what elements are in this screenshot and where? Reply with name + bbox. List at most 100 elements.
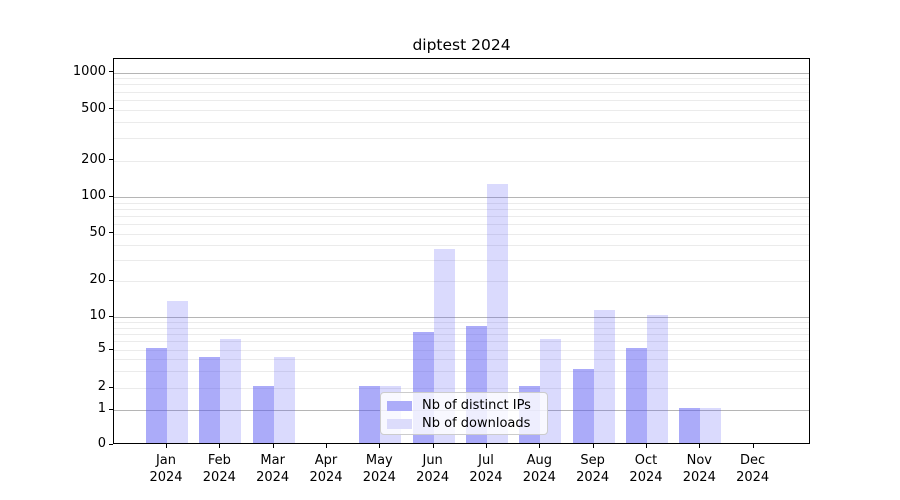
y-tick-mark [109,279,113,281]
gridline-minor [114,208,809,210]
x-tick-label-oct: Oct 2024 [614,452,678,486]
x-tick-year: 2024 [522,470,556,485]
gridline-minor [114,99,809,101]
x-tick-label-feb: Feb 2024 [187,452,251,486]
y-tick-label: 20 [89,272,106,287]
x-tick-year: 2024 [576,470,610,485]
gridline-minor [114,233,809,235]
bar-downloads-mar [273,357,295,443]
y-tick-mark [109,408,113,410]
legend-swatch-downloads [387,418,412,429]
y-tick-mark [109,386,113,388]
x-tick-mark [539,444,541,448]
x-tick-month: Mar [260,453,285,468]
gridline-minor [114,341,809,343]
bar-distinct-ips-feb [199,357,221,443]
gridline-minor [114,215,809,217]
bar-distinct-ips-mar [252,386,274,443]
bar-downloads-nov [700,408,722,443]
gridline-minor [114,322,809,324]
y-tick-label: 2 [97,379,106,394]
x-tick-mark [379,444,381,448]
gridline-major [114,317,809,318]
legend-item-distinct-ips: Nb of distinct IPs [387,397,541,414]
legend-label-downloads: Nb of downloads [422,416,531,431]
bar-distinct-ips-jan [146,348,167,443]
bar-distinct-ips-sep [572,369,594,443]
gridline-minor [114,137,809,139]
bar-distinct-ips-oct [625,348,647,443]
x-tick-mark [645,444,647,448]
x-tick-month: Sep [580,453,605,468]
gridline-minor [114,327,809,329]
y-tick-mark [109,159,113,160]
gridline-minor [114,84,809,86]
x-tick-month: Jan [155,453,177,468]
x-tick-year: 2024 [362,470,396,485]
x-tick-label-jul: Jul 2024 [454,452,518,486]
y-tick-mark [109,232,113,233]
y-tick-label: 1000 [72,63,106,79]
x-tick-year: 2024 [202,470,236,485]
legend-item-downloads: Nb of downloads [387,415,541,432]
y-tick-label: 1 [97,401,106,416]
gridline-minor [114,281,809,282]
gridline-minor [114,91,809,93]
y-tick-label: 500 [81,100,106,116]
chart-title: diptest 2024 [412,36,511,54]
x-tick-month: Oct [634,453,658,468]
y-tick-mark [109,443,113,445]
x-tick-label-mar: Mar 2024 [241,452,305,486]
x-tick-month: Apr [314,453,338,468]
plot-area [113,58,810,444]
gridline-major [114,197,809,198]
gridline-minor [114,223,809,225]
gridline-minor [114,121,809,123]
gridline-major [114,72,809,74]
x-tick-mark [219,444,221,448]
y-tick-label: 0 [97,436,106,451]
x-tick-month: Nov [686,453,712,468]
x-tick-label-apr: Apr 2024 [294,452,358,486]
y-tick-label: 50 [89,224,106,240]
bar-downloads-sep [593,310,615,443]
x-tick-year: 2024 [256,470,290,485]
legend-label-distinct-ips: Nb of distinct IPs [422,398,531,413]
bar-downloads-oct [646,315,668,443]
x-tick-year: 2024 [309,470,343,485]
gridline-minor [114,202,809,204]
y-tick-label: 200 [81,151,106,167]
x-tick-label-nov: Nov 2024 [667,452,731,486]
x-tick-year: 2024 [469,470,503,485]
gridline-minor [114,333,809,335]
x-tick-month: Aug [526,453,552,468]
gridline-minor [114,371,809,373]
x-tick-label-dec: Dec 2024 [721,452,785,486]
gridline-minor [114,78,809,80]
gridline-minor [114,350,809,351]
gridline-minor [114,388,809,389]
x-tick-year: 2024 [149,470,183,485]
legend: Nb of distinct IPs Nb of downloads [380,392,548,435]
bar-downloads-feb [220,339,242,443]
x-tick-label-jun: Jun 2024 [401,452,465,486]
x-tick-mark [592,444,594,448]
y-tick-label: 10 [89,308,106,323]
x-tick-mark [166,444,167,448]
legend-swatch-distinct-ips [387,400,412,411]
x-tick-mark [432,444,434,448]
gridline-minor [114,259,809,261]
x-tick-label-sep: Sep 2024 [561,452,625,486]
gridline-minor [114,245,809,247]
y-tick-mark [109,195,113,197]
y-tick-mark [109,348,113,350]
x-tick-mark [699,444,701,448]
gridline-minor [114,160,809,162]
x-tick-label-jan: Jan 2024 [134,452,198,486]
y-tick-mark [109,71,113,72]
y-tick-mark [109,315,113,317]
y-tick-label: 5 [97,341,106,356]
x-tick-month: May [365,453,393,468]
gridline-minor [114,109,809,111]
